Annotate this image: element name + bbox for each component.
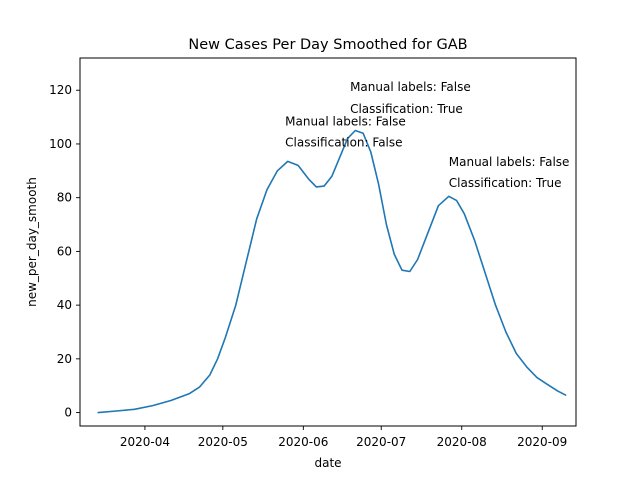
annotation-a-line-2: Classification: False <box>285 136 402 150</box>
y-tick-label: 0 <box>64 406 72 420</box>
y-tick-label: 120 <box>49 83 72 97</box>
chart-title: New Cases Per Day Smoothed for GAB <box>188 37 467 53</box>
y-tick-label: 40 <box>57 298 72 312</box>
y-tick-label: 60 <box>57 244 72 258</box>
x-tick-label: 2020-08 <box>437 435 487 449</box>
y-tick-label: 80 <box>57 191 72 205</box>
annotation-c-line-2: Classification: True <box>449 176 562 190</box>
x-tick-label: 2020-06 <box>278 435 328 449</box>
annotation-a-line-1: Manual labels: False <box>285 115 406 129</box>
x-tick-label: 2020-05 <box>198 435 248 449</box>
x-tick-label: 2020-04 <box>120 435 170 449</box>
y-tick-label: 20 <box>57 352 72 366</box>
annotation-c-line-1: Manual labels: False <box>449 155 570 169</box>
series-line-0 <box>97 129 567 414</box>
annotation-b-line-2: Classification: True <box>350 102 463 116</box>
plot-frame <box>79 57 577 427</box>
y-axis-label: new_per_day_smooth <box>25 177 39 307</box>
annotation-b-line-1: Manual labels: False <box>350 80 471 94</box>
x-tick-label: 2020-07 <box>356 435 406 449</box>
x-tick-label: 2020-09 <box>517 435 567 449</box>
y-tick-label: 100 <box>49 137 72 151</box>
x-axis-label: date <box>314 456 341 470</box>
